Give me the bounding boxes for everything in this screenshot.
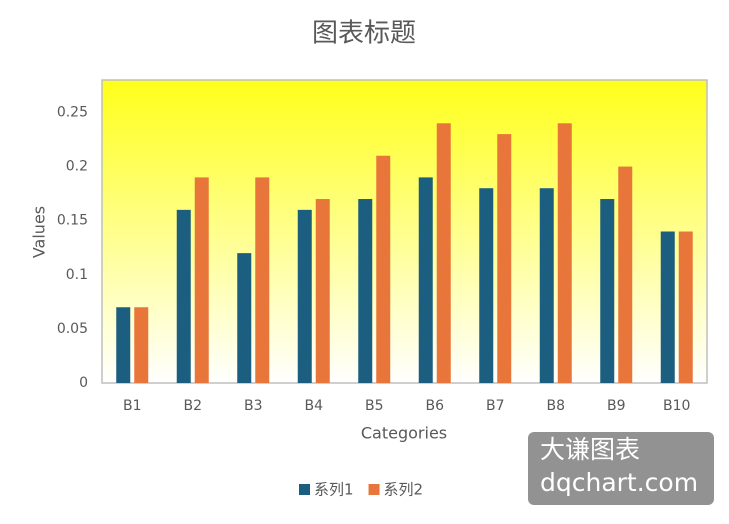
legend-label: 系列1: [314, 481, 354, 499]
x-tick-label: B2: [183, 398, 202, 414]
y-tick-label: 0.2: [66, 159, 88, 175]
bar: [678, 231, 693, 383]
bar: [297, 209, 312, 383]
x-tick-label: B5: [365, 398, 384, 414]
watermark-line: dqchart.com: [540, 468, 698, 497]
bar: [497, 134, 512, 383]
plot-area: [101, 79, 708, 384]
watermark-box: [528, 432, 714, 505]
x-tick-label: B3: [244, 398, 263, 414]
x-axis-label: Categories: [361, 424, 447, 443]
y-tick-label: 0.25: [57, 104, 88, 120]
bar: [176, 209, 191, 383]
bar: [418, 177, 433, 383]
bar: [479, 188, 494, 383]
bar: [358, 199, 373, 383]
legend-label: 系列2: [384, 481, 424, 499]
bar: [436, 123, 451, 384]
bar: [539, 188, 554, 383]
bar: [315, 199, 330, 383]
bar: [116, 307, 131, 383]
y-tick-label: 0: [79, 375, 88, 391]
legend-swatch: [299, 484, 310, 495]
bar: [600, 199, 615, 383]
bar: [376, 155, 391, 383]
bar: [557, 123, 572, 384]
x-tick-label: B4: [304, 398, 323, 414]
x-tick-label: B6: [425, 398, 444, 414]
y-axis-label: Values: [30, 206, 49, 258]
bar: [618, 166, 633, 383]
legend: 系列1 系列2: [299, 481, 423, 499]
legend-swatch: [368, 484, 380, 495]
y-tick-label: 0.1: [66, 267, 88, 283]
x-tick-label: B10: [663, 398, 690, 414]
x-tick-label: B1: [123, 398, 142, 414]
bar: [660, 231, 675, 383]
bar: [237, 253, 252, 383]
bar: [134, 307, 149, 383]
bar: [194, 177, 209, 383]
chart-title: 图表标题: [312, 19, 416, 49]
y-tick-label: 0.05: [57, 321, 88, 337]
x-tick-label: B9: [607, 398, 626, 414]
bar: [255, 177, 270, 383]
x-tick-label: B8: [546, 398, 565, 414]
y-tick-label: 0.15: [57, 213, 88, 229]
watermark-line: 大谦图表: [540, 435, 640, 464]
x-tick-label: B7: [486, 398, 505, 414]
